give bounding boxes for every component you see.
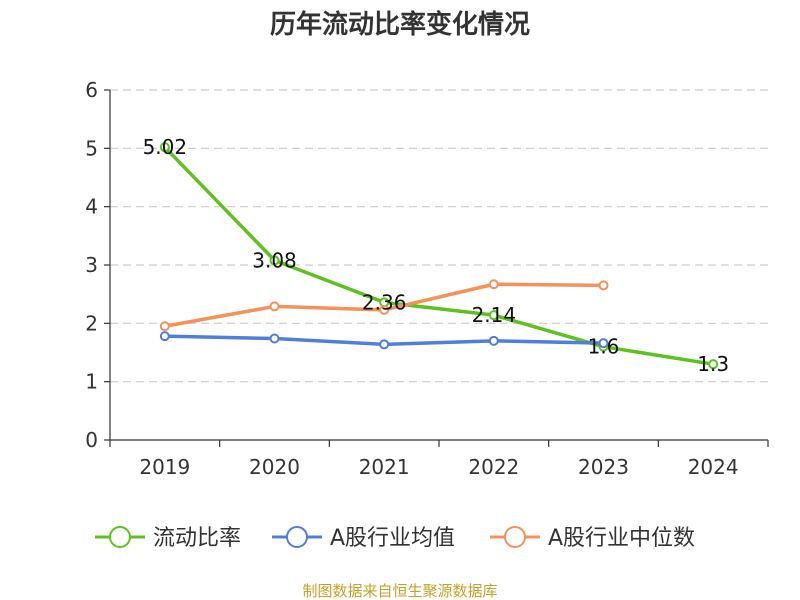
data-point[interactable]	[488, 310, 499, 321]
legend-label: A股行业中位数	[548, 526, 695, 551]
y-tick-label: 5	[85, 136, 98, 160]
data-point[interactable]	[159, 331, 170, 342]
x-tick-label: 2023	[578, 455, 629, 479]
legend-marker	[286, 526, 308, 548]
data-point[interactable]	[269, 301, 280, 312]
x-tick-label: 2022	[468, 455, 519, 479]
legend-item[interactable]: A股行业均值	[272, 526, 455, 551]
series-1	[159, 331, 609, 350]
x-tick-label: 2024	[688, 455, 739, 479]
data-point[interactable]	[379, 339, 390, 350]
y-tick-label: 4	[85, 195, 98, 219]
data-label: 2.14	[472, 303, 517, 327]
data-label: 3.08	[252, 248, 297, 272]
data-point[interactable]	[598, 280, 609, 291]
series-layer	[159, 142, 719, 370]
axes: 0 1 2 3 4 5 6 2019 2020 2021 2022 2023 2024	[85, 78, 769, 479]
data-point[interactable]	[269, 333, 280, 344]
series-line	[163, 145, 714, 366]
data-point[interactable]	[598, 338, 609, 349]
data-point[interactable]	[379, 304, 390, 315]
legend-marker	[504, 526, 526, 548]
data-point[interactable]	[159, 142, 170, 153]
y-tick-label: 2	[85, 311, 98, 335]
legend-marker	[109, 526, 131, 548]
data-label: 1.6	[588, 335, 620, 359]
source-note: 制图数据来自恒生聚源数据库	[302, 582, 497, 600]
y-tick-label: 6	[85, 78, 98, 102]
legend-item[interactable]: 流动比率	[95, 526, 241, 551]
data-point[interactable]	[159, 321, 170, 332]
x-tick-label: 2020	[249, 455, 300, 479]
legend[interactable]: 流动比率 A股行业均值 A股行业中位数	[95, 526, 695, 551]
legend-label: 流动比率	[153, 526, 241, 551]
data-point[interactable]	[708, 359, 719, 370]
data-label: 2.36	[362, 290, 407, 314]
series-0	[159, 142, 719, 370]
x-tick-label: 2019	[139, 455, 190, 479]
y-tick-label: 1	[85, 370, 98, 394]
data-point[interactable]	[269, 255, 280, 266]
grid	[110, 89, 768, 383]
data-point[interactable]	[488, 335, 499, 346]
legend-item[interactable]: A股行业中位数	[490, 526, 695, 551]
data-point[interactable]	[488, 279, 499, 290]
chart-title: 历年流动比率变化情况	[270, 9, 530, 40]
data-label: 1.3	[697, 352, 729, 376]
data-labels: 5.02 3.08 2.36 2.14 1.6 1.3	[143, 135, 730, 376]
legend-label: A股行业均值	[330, 526, 455, 551]
data-label: 5.02	[143, 135, 188, 159]
x-tick-label: 2021	[359, 455, 410, 479]
y-tick-label: 3	[85, 253, 98, 277]
series-2	[159, 279, 609, 332]
y-tick-label: 0	[85, 428, 98, 452]
